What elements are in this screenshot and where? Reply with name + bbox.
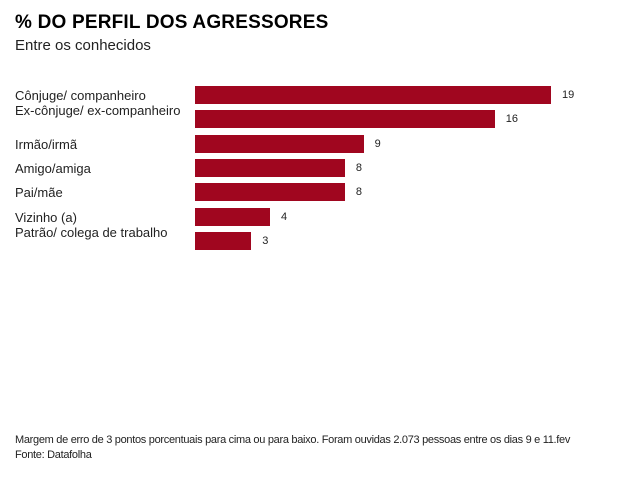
bar	[195, 86, 551, 104]
data-label: 3	[262, 235, 269, 247]
category-label: Vizinho (a)	[15, 210, 77, 225]
data-label: 8	[355, 162, 363, 174]
chart-title: % DO PERFIL DOS AGRESSORES	[15, 12, 329, 33]
data-label: 8	[355, 186, 363, 198]
bar	[195, 232, 252, 250]
category-label: Cônjuge/ companheiro	[15, 88, 146, 103]
category-label: Pai/mãe	[15, 185, 63, 200]
category-label: Irmão/irmã	[15, 137, 78, 152]
bar	[195, 135, 364, 153]
data-label: 19	[562, 89, 575, 101]
footer-source: Fonte: Datafolha	[15, 449, 92, 461]
category-label: Ex-cônjuge/ ex-companheiro	[15, 103, 181, 118]
data-label: 9	[374, 138, 381, 150]
bar	[195, 208, 270, 226]
category-label: Amigo/amiga	[15, 161, 91, 176]
bar	[195, 159, 345, 177]
data-label: 4	[280, 211, 288, 223]
category-label: Patrão/ colega de trabalho	[15, 225, 168, 240]
chart-subtitle: Entre os conhecidos	[15, 37, 151, 54]
chart-footer: Margem de erro de 3 pontos porcentuais p…	[15, 433, 570, 463]
bar	[195, 183, 345, 201]
data-label: 16	[505, 113, 519, 125]
bar	[195, 110, 495, 128]
footer-note: Margem de erro de 3 pontos porcentuais p…	[15, 434, 571, 446]
